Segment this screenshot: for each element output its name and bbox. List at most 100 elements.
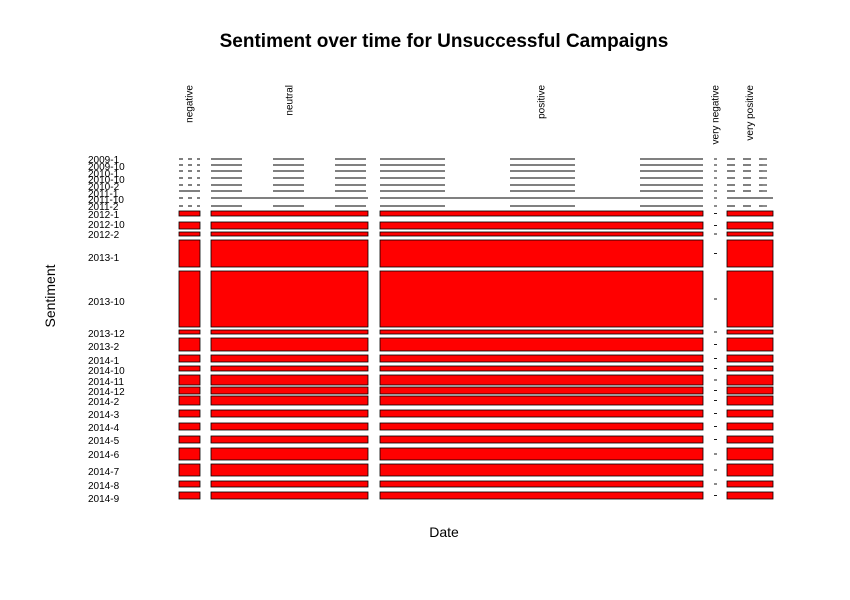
row-label: 2012-1 — [88, 210, 120, 221]
mosaic-tile — [210, 354, 369, 363]
mosaic-tile — [726, 221, 774, 230]
mosaic-tile — [726, 374, 774, 386]
mosaic-tile — [726, 329, 774, 335]
row-label: 2014-8 — [88, 481, 120, 492]
mosaic-tile — [726, 409, 774, 418]
mosaic-tile — [210, 463, 369, 477]
row-label: 2014-6 — [88, 450, 120, 461]
column-label: positive — [537, 85, 548, 119]
row-label: 2014-2 — [88, 397, 120, 408]
mosaic-tile — [726, 447, 774, 461]
mosaic-tile — [210, 221, 369, 230]
column-label: very negative — [711, 85, 722, 145]
mosaic-tile — [178, 210, 201, 217]
mosaic-tile — [178, 221, 201, 230]
mosaic-tile — [178, 463, 201, 477]
mosaic-tile — [379, 231, 704, 237]
row-label: 2012-10 — [88, 220, 125, 231]
mosaic-tile — [210, 337, 369, 352]
row-label: 2014-3 — [88, 410, 120, 421]
mosaic-tile — [178, 354, 201, 363]
mosaic-tile — [210, 365, 369, 372]
mosaic-tile — [178, 374, 201, 386]
mosaic-tile — [726, 463, 774, 477]
row-label: 2011-1 — [88, 189, 119, 200]
mosaic-tile — [379, 374, 704, 386]
row-label: 2009-10 — [88, 162, 125, 173]
mosaic-tile — [379, 463, 704, 477]
row-label: 2012-2 — [88, 230, 120, 241]
column-label: negative — [185, 85, 196, 123]
row-label: 2011-10 — [88, 195, 124, 206]
row-label: 2014-4 — [88, 423, 120, 434]
row-label: 2014-9 — [88, 494, 120, 505]
row-label: 2014-10 — [88, 366, 125, 377]
chart-title: Sentiment over time for Unsuccessful Cam… — [220, 31, 669, 52]
mosaic-tile — [379, 270, 704, 328]
mosaic-tile — [726, 435, 774, 444]
row-label: 2013-1 — [88, 253, 120, 264]
mosaic-tile — [726, 270, 774, 328]
mosaic-tile — [379, 491, 704, 500]
mosaic-tile — [178, 329, 201, 335]
row-label: 2014-12 — [88, 387, 125, 398]
mosaic-tile — [379, 210, 704, 217]
x-axis-label: Date — [429, 524, 459, 540]
row-label: 2013-10 — [88, 297, 125, 308]
mosaic-tile — [178, 231, 201, 237]
mosaic-tile — [726, 210, 774, 217]
mosaic-tile — [726, 395, 774, 406]
row-label: 2010-10 — [88, 175, 125, 186]
mosaic-tiles — [178, 158, 774, 500]
mosaic-tile — [379, 447, 704, 461]
mosaic-tile — [178, 422, 201, 431]
mosaic-tile — [210, 210, 369, 217]
mosaic-tile — [178, 239, 201, 268]
y-axis-label: Sentiment — [42, 264, 58, 327]
mosaic-tile — [210, 480, 369, 488]
mosaic-tile — [210, 374, 369, 386]
mosaic-tile — [178, 270, 201, 328]
mosaic-tile — [210, 422, 369, 431]
column-labels: negative neutral positive very negative very… — [185, 85, 757, 145]
column-label: neutral — [285, 85, 296, 116]
mosaic-tile — [379, 409, 704, 418]
mosaic-tile — [178, 435, 201, 444]
mosaic-tile — [379, 386, 704, 395]
row-label: 2014-1 — [88, 356, 120, 367]
mosaic-tile — [379, 337, 704, 352]
row-label: 2013-12 — [88, 329, 125, 340]
mosaic-tile — [210, 239, 369, 268]
row-label: 2014-5 — [88, 436, 120, 447]
mosaic-tile — [210, 409, 369, 418]
mosaic-tile — [178, 386, 201, 395]
mosaic-tile — [210, 270, 369, 328]
mosaic-tile — [726, 239, 774, 268]
mosaic-tile — [178, 395, 201, 406]
row-label: 2009-1 — [88, 155, 120, 166]
mosaic-tile — [210, 329, 369, 335]
mosaic-tile — [210, 395, 369, 406]
mosaic-tile — [178, 491, 201, 500]
mosaic-tile — [379, 422, 704, 431]
mosaic-tile — [726, 354, 774, 363]
mosaic-tile — [726, 491, 774, 500]
mosaic-tile — [726, 422, 774, 431]
mosaic-tile — [379, 480, 704, 488]
mosaic-tile — [379, 329, 704, 335]
mosaic-tile — [379, 365, 704, 372]
mosaic-tile — [726, 231, 774, 237]
mosaic-tile — [210, 491, 369, 500]
mosaic-tile — [210, 231, 369, 237]
column-label: very positive — [745, 85, 756, 141]
mosaic-tile — [178, 337, 201, 352]
mosaic-tile — [210, 435, 369, 444]
mosaic-tile — [178, 365, 201, 372]
mosaic-tile — [726, 386, 774, 395]
mosaic-tile — [210, 447, 369, 461]
mosaic-tile — [178, 447, 201, 461]
mosaic-tile — [726, 365, 774, 372]
mosaic-tile — [379, 395, 704, 406]
mosaic-tile — [210, 386, 369, 395]
